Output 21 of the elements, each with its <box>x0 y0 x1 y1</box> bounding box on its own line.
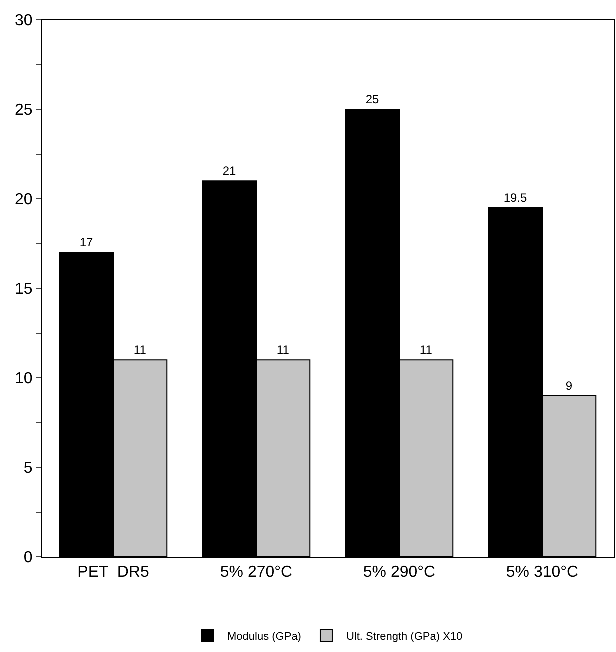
y-tick-label: 30 <box>15 12 33 30</box>
data-label: 17 <box>80 236 94 250</box>
legend-label: Modulus (GPa) <box>228 631 302 644</box>
x-tick-label: PET DR5 <box>78 564 150 582</box>
legend-label: Ult. Strength (GPa) X10 <box>346 631 463 644</box>
y-tick-label: 0 <box>24 550 33 567</box>
data-label: 11 <box>420 343 433 358</box>
data-label: 25 <box>366 92 380 106</box>
y-tick-label: 5 <box>24 460 33 478</box>
y-tick-label: 20 <box>15 192 33 209</box>
x-tick-label: 5% 270°C <box>220 564 293 582</box>
data-label: 11 <box>134 343 147 358</box>
data-label: 21 <box>222 164 237 178</box>
y-tick-label: 25 <box>15 102 33 120</box>
x-tick-label: 5% 310°C <box>506 564 579 582</box>
data-label: 11 <box>276 343 290 358</box>
data-label: 19.5 <box>504 190 528 205</box>
data-label: 9 <box>566 378 573 393</box>
y-tick-label: 15 <box>15 281 33 298</box>
y-tick-label: 10 <box>15 370 33 388</box>
x-tick-label: 5% 290°C <box>363 564 436 582</box>
